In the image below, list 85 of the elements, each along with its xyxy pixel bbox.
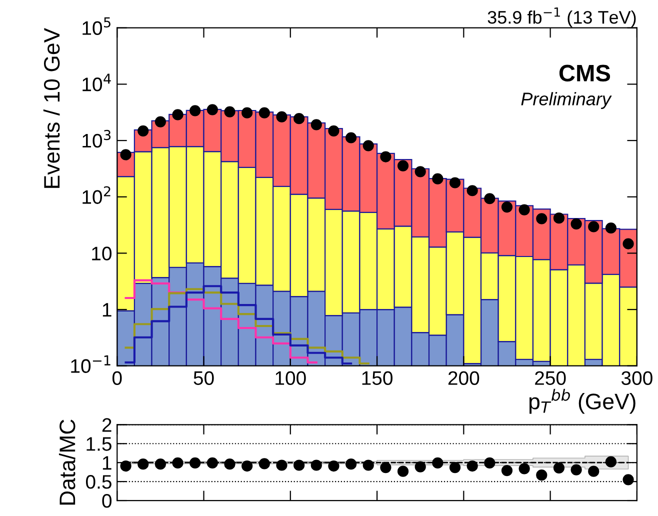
point xyxy=(138,125,149,136)
annotation: CMS xyxy=(559,64,610,82)
point xyxy=(518,204,530,216)
point xyxy=(553,462,565,474)
point xyxy=(380,151,392,162)
point xyxy=(294,113,305,124)
x-tick-label: 300 xyxy=(621,371,652,385)
x-axis-title: p$_{T}$$^{bb}$ (GeV) xyxy=(529,388,636,414)
point xyxy=(622,238,634,250)
point xyxy=(172,109,184,120)
point xyxy=(328,460,340,472)
x-tick-label: 0 xyxy=(112,371,122,385)
point xyxy=(242,460,253,472)
y-tick-label: 10$^{5}$ xyxy=(82,17,110,35)
point xyxy=(518,463,530,474)
point xyxy=(242,107,253,118)
y-tick-label: 2 xyxy=(102,418,112,432)
point xyxy=(190,105,201,116)
y-tick-label: 1.5 xyxy=(86,437,112,451)
point xyxy=(206,104,218,116)
point xyxy=(622,474,634,486)
point xyxy=(501,465,513,476)
y-tick-label: 0.5 xyxy=(86,475,112,489)
point xyxy=(380,462,392,474)
point xyxy=(138,458,149,470)
point xyxy=(120,149,132,160)
annotation: Preliminary xyxy=(521,92,612,109)
point xyxy=(414,461,426,472)
y-tick-label: 10$^{2}$ xyxy=(82,186,110,204)
point xyxy=(588,221,600,232)
point xyxy=(466,185,478,196)
point xyxy=(154,116,166,128)
point xyxy=(432,457,444,469)
point xyxy=(414,166,426,178)
point xyxy=(553,212,565,224)
point xyxy=(536,470,548,481)
y-tick-label: 10$^{−1}$ xyxy=(71,355,110,373)
y-tick-label: 10 xyxy=(92,246,112,260)
point xyxy=(345,458,357,470)
x-tick-label: 50 xyxy=(194,371,214,385)
point xyxy=(536,213,548,224)
point xyxy=(570,464,582,476)
point xyxy=(397,466,409,477)
point xyxy=(484,457,496,469)
point xyxy=(432,173,444,184)
point xyxy=(588,466,600,477)
y-tick-label: 10$^{3}$ xyxy=(82,130,111,148)
point xyxy=(206,457,218,469)
point xyxy=(484,193,496,204)
point xyxy=(258,107,270,118)
y-axis-title: Events / 10 GeV xyxy=(43,28,60,188)
point xyxy=(345,132,357,144)
point xyxy=(501,201,513,213)
chart-title: 35.9 fb$^{−1}$ (13 TeV) xyxy=(488,7,636,28)
point xyxy=(328,125,340,136)
y-axis-title: Data/MC xyxy=(58,420,76,505)
point xyxy=(190,457,201,469)
point xyxy=(605,456,617,468)
point xyxy=(362,140,374,152)
point xyxy=(449,177,461,188)
y-tick-label: 0 xyxy=(102,494,112,508)
x-tick-label: 150 xyxy=(362,371,392,385)
x-tick-label: 200 xyxy=(448,371,480,385)
point xyxy=(570,218,582,230)
point xyxy=(224,106,236,118)
point xyxy=(120,460,132,472)
y-tick-label: 1 xyxy=(102,456,112,470)
point xyxy=(397,160,409,172)
point xyxy=(172,457,184,469)
point xyxy=(224,458,236,470)
point xyxy=(310,460,322,471)
point xyxy=(276,460,288,471)
point xyxy=(605,222,617,234)
point xyxy=(466,460,478,472)
point xyxy=(154,458,166,470)
point xyxy=(276,111,288,122)
x-tick-label: 100 xyxy=(276,371,306,385)
x-tick-label: 250 xyxy=(535,371,566,385)
point xyxy=(449,462,461,474)
point xyxy=(294,460,305,471)
y-tick-label: 10$^{4}$ xyxy=(82,74,111,92)
y-tick-label: 1 xyxy=(102,303,112,317)
point xyxy=(362,460,374,471)
point xyxy=(310,119,322,130)
point xyxy=(258,458,270,470)
